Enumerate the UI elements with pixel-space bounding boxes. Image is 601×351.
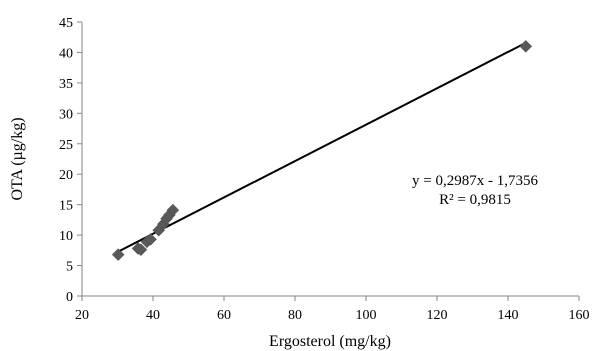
y-axis-title: OTA (µg/kg): [9, 117, 26, 200]
x-axis-title: Ergosterol (mg/kg): [269, 333, 391, 350]
y-tick-label: 10: [59, 229, 73, 244]
y-tick-label: 0: [66, 290, 73, 305]
y-tick-label: 40: [59, 46, 73, 61]
x-tick-label: 160: [569, 308, 590, 323]
y-tick-label: 20: [59, 168, 73, 183]
data-point: [134, 243, 148, 257]
x-tick-label: 20: [75, 308, 89, 323]
y-tick-label: 5: [66, 260, 73, 275]
y-tick-label: 25: [59, 138, 73, 153]
r-squared-label: R² = 0,9815: [439, 192, 511, 208]
x-tick-label: 140: [498, 308, 519, 323]
data-point: [166, 203, 180, 217]
trendline: [117, 41, 527, 253]
x-tick-label: 120: [427, 308, 448, 323]
data-point: [144, 233, 157, 246]
axes: [81, 22, 579, 297]
y-tick-label: 30: [59, 107, 73, 122]
x-tick-label: 60: [217, 308, 231, 323]
x-tick-label: 40: [146, 308, 160, 323]
y-tick-label: 45: [59, 16, 73, 31]
x-tick-label: 100: [356, 308, 377, 323]
trendline-equation: y = 0,2987x - 1,7356: [412, 173, 538, 189]
x-axis-ticks: 20 40 60 80 100 120 140 160: [75, 296, 590, 323]
data-points: [111, 40, 533, 261]
x-tick-label: 80: [288, 308, 302, 323]
y-tick-label: 35: [59, 77, 73, 92]
data-point: [111, 248, 125, 261]
data-point: [519, 40, 533, 53]
y-tick-label: 15: [59, 199, 73, 214]
y-axis-ticks: 0 5 10 15 20 25 30 35 40 45: [59, 16, 82, 305]
